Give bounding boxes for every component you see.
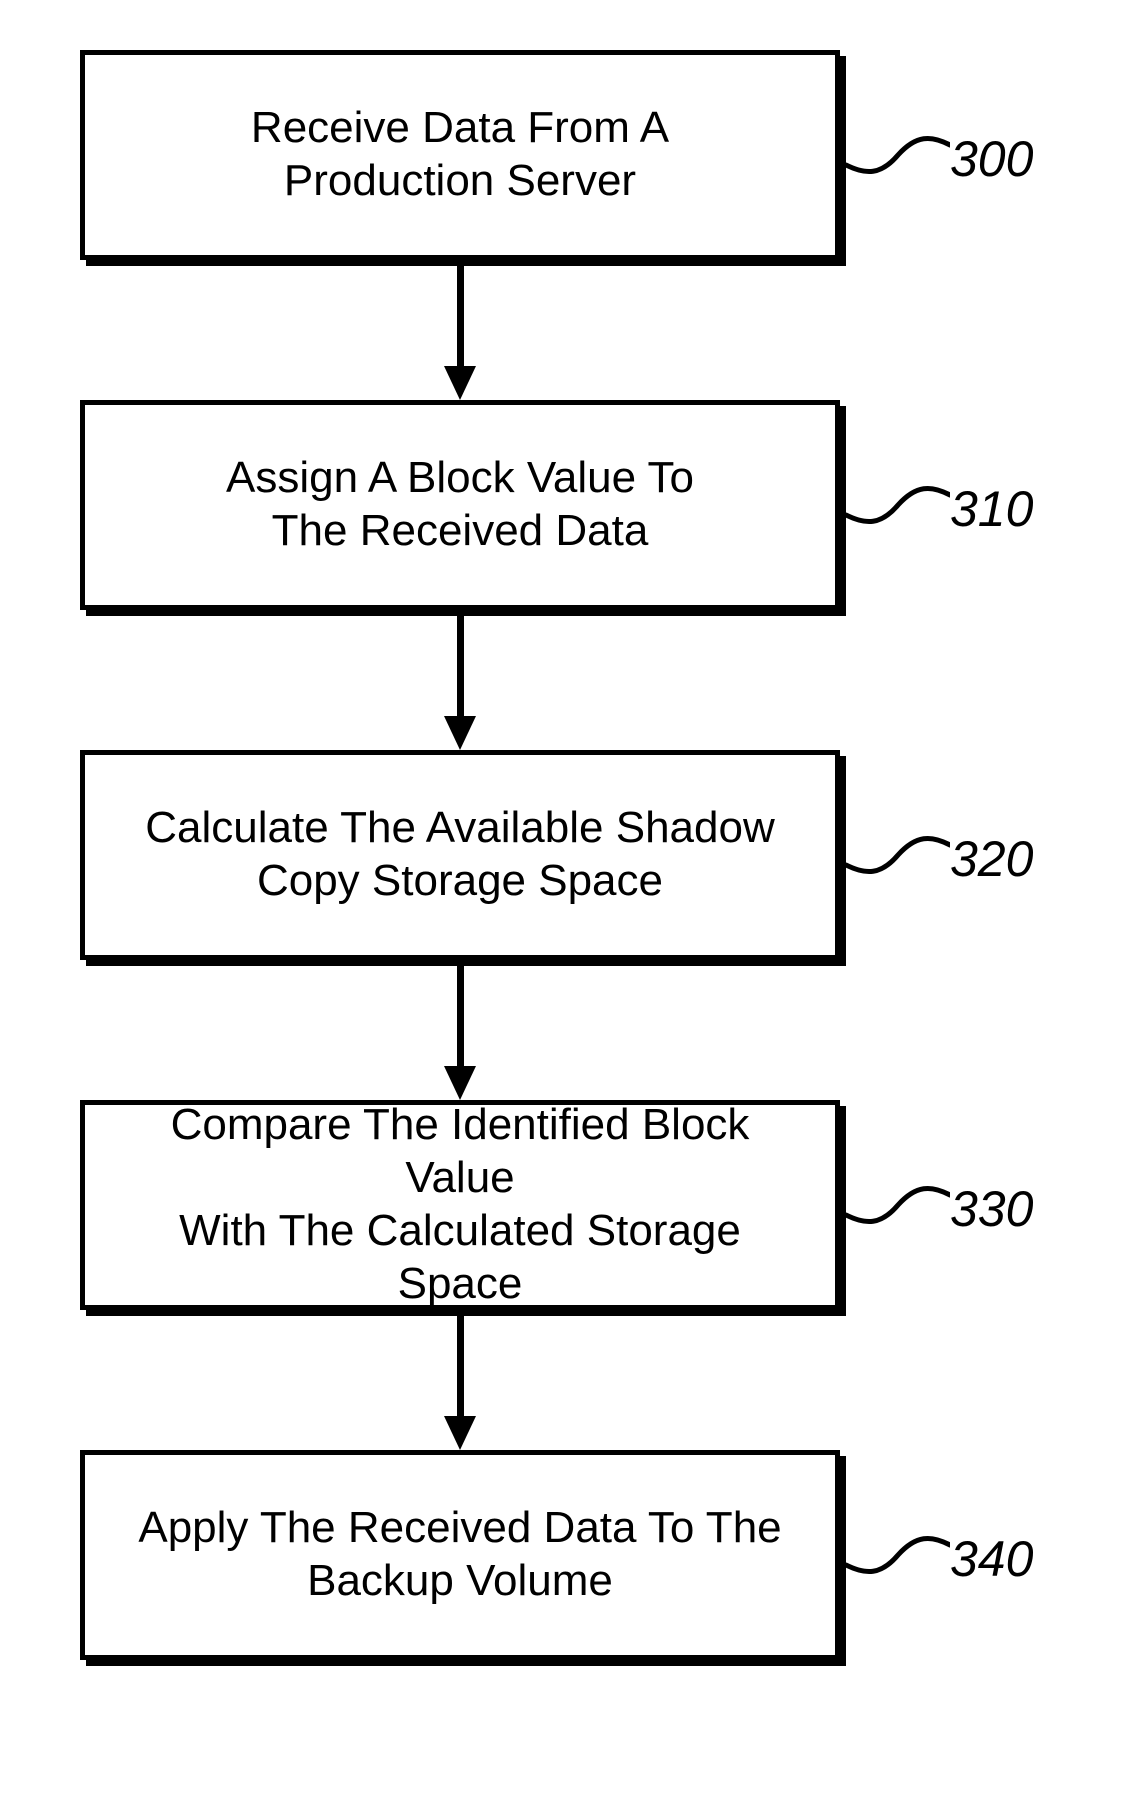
flow-arrow-head	[444, 1416, 476, 1450]
leader-squiggle	[846, 480, 950, 530]
leader-squiggle	[846, 830, 950, 880]
node-text: Assign A Block Value To The Received Dat…	[226, 452, 694, 558]
node-text: Apply The Received Data To The Backup Vo…	[138, 1502, 781, 1608]
flow-arrow-line	[457, 266, 464, 366]
flow-node: Calculate The Available Shadow Copy Stor…	[80, 750, 840, 960]
leader-squiggle	[846, 1180, 950, 1230]
flow-arrow-head	[444, 716, 476, 750]
flow-node: Receive Data From A Production Server	[80, 50, 840, 260]
leader-squiggle	[846, 130, 950, 180]
node-box: Receive Data From A Production Server	[80, 50, 840, 260]
flow-arrow-line	[457, 966, 464, 1066]
flow-arrow-head	[444, 366, 476, 400]
ref-label: 340	[950, 1530, 1033, 1588]
ref-label: 310	[950, 480, 1033, 538]
node-box: Compare The Identified Block Value With …	[80, 1100, 840, 1310]
flow-arrow-line	[457, 1316, 464, 1416]
flow-arrow-head	[444, 1066, 476, 1100]
node-box: Assign A Block Value To The Received Dat…	[80, 400, 840, 610]
node-text: Receive Data From A Production Server	[251, 102, 669, 208]
flow-node: Assign A Block Value To The Received Dat…	[80, 400, 840, 610]
ref-label: 320	[950, 830, 1033, 888]
ref-label: 330	[950, 1180, 1033, 1238]
leader-squiggle	[846, 1530, 950, 1580]
node-text: Compare The Identified Block Value With …	[115, 1099, 805, 1310]
node-text: Calculate The Available Shadow Copy Stor…	[145, 802, 774, 908]
flow-node: Compare The Identified Block Value With …	[80, 1100, 840, 1310]
flowchart-canvas: Receive Data From A Production Server As…	[0, 0, 1141, 1800]
flow-arrow-line	[457, 616, 464, 716]
node-box: Apply The Received Data To The Backup Vo…	[80, 1450, 840, 1660]
flow-node: Apply The Received Data To The Backup Vo…	[80, 1450, 840, 1660]
node-box: Calculate The Available Shadow Copy Stor…	[80, 750, 840, 960]
ref-label: 300	[950, 130, 1033, 188]
